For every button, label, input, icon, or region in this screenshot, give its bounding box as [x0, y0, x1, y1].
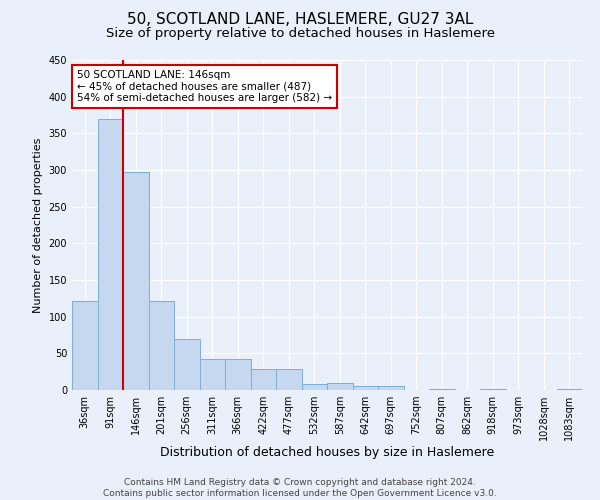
Y-axis label: Number of detached properties: Number of detached properties [33, 138, 43, 312]
Bar [123, 172, 149, 390]
Text: 50 SCOTLAND LANE: 146sqm
← 45% of detached houses are smaller (487)
54% of semi-: 50 SCOTLAND LANE: 146sqm ← 45% of detach… [77, 70, 332, 103]
Bar [225, 359, 251, 390]
Bar [97, 118, 123, 390]
Bar [557, 388, 582, 390]
Bar [429, 388, 455, 390]
Text: Contains HM Land Registry data © Crown copyright and database right 2024.
Contai: Contains HM Land Registry data © Crown c… [103, 478, 497, 498]
Bar [251, 370, 276, 390]
Bar [378, 386, 404, 390]
Bar [480, 388, 505, 390]
Text: Size of property relative to detached houses in Haslemere: Size of property relative to detached ho… [106, 28, 494, 40]
Text: 50, SCOTLAND LANE, HASLEMERE, GU27 3AL: 50, SCOTLAND LANE, HASLEMERE, GU27 3AL [127, 12, 473, 28]
Bar [302, 384, 327, 390]
Bar [199, 359, 225, 390]
Bar [149, 300, 174, 390]
Bar [174, 338, 199, 390]
Bar [72, 300, 97, 390]
Bar [276, 370, 302, 390]
X-axis label: Distribution of detached houses by size in Haslemere: Distribution of detached houses by size … [160, 446, 494, 459]
Bar [353, 386, 378, 390]
Bar [327, 382, 353, 390]
